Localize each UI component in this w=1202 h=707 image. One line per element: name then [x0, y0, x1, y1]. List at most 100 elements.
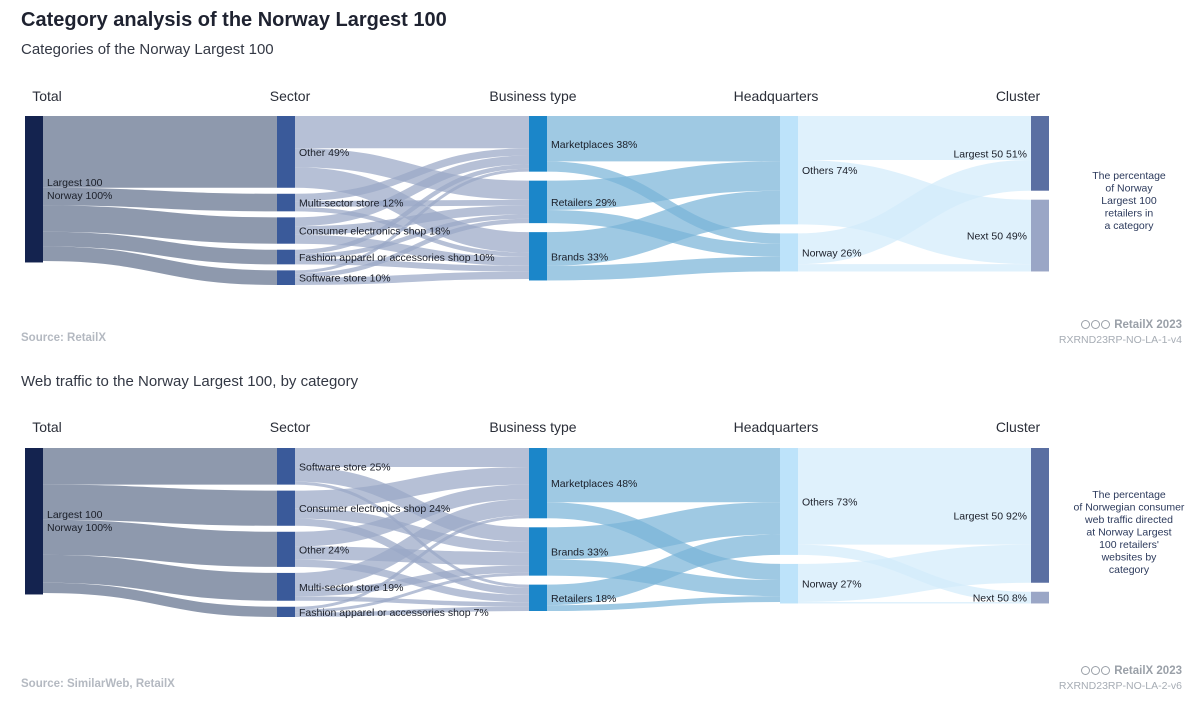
chart-1-sankey: Total Sector Business type Headquarters Clus… — [25, 88, 1166, 286]
node-label-s_other: Other 49% — [299, 147, 349, 159]
link-s_fash-b_brand — [294, 258, 530, 272]
column-header-2: Business type — [489, 88, 576, 104]
link-s_soft-b_brand — [294, 271, 530, 285]
node-label2-total: Norway 100% — [47, 522, 112, 534]
node-label-total: Largest 100 — [47, 509, 103, 521]
link-s_multi-b_ret — [294, 596, 530, 607]
link-b_mkt-h_nor — [546, 161, 781, 244]
column-header-1: Sector — [270, 88, 311, 104]
node-label-s_multi: Multi-sector store 19% — [299, 582, 403, 594]
chart-note-line: of Norway — [1105, 183, 1153, 195]
by-icon — [1091, 320, 1101, 329]
column-header-3: Headquarters — [734, 88, 819, 104]
node-b_ret — [529, 180, 547, 224]
node-label-s_multi: Multi-sector store 12% — [299, 198, 403, 210]
node-b_brand — [529, 232, 547, 281]
column-header-0: Total — [32, 419, 62, 435]
link-s_multi-b_mkt — [294, 148, 530, 202]
chart-1-code: RXRND23RP-NO-LA-1-v4 — [1058, 334, 1182, 346]
link-total-s_elec — [42, 484, 278, 526]
links — [42, 115, 1032, 286]
node-label-s_elec: Consumer electronics shop 18% — [299, 226, 450, 238]
link-b_ret-h_oth — [546, 161, 781, 210]
cc-icon — [1081, 666, 1091, 675]
node-s_soft — [277, 448, 295, 485]
node-label-b_mkt: Marketplaces 48% — [551, 478, 637, 490]
link-s_multi-b_brand — [294, 565, 530, 597]
link-s_soft-b_brand — [294, 467, 530, 542]
node-s_fash — [277, 249, 295, 265]
nd-icon — [1101, 666, 1111, 675]
link-b_brand-h_oth — [546, 502, 781, 560]
link-s_fash-b_mkt — [294, 164, 530, 255]
column-header-3: Headquarters — [734, 419, 819, 435]
link-total-s_soft — [42, 246, 278, 286]
chart-note: The percentage of Norway Largest 100 retail… — [1092, 170, 1166, 232]
node-label-b_ret: Retailers 18% — [551, 593, 616, 605]
column-header-2: Business type — [489, 419, 576, 435]
node-label-c_l50: Largest 50 51% — [953, 148, 1027, 160]
link-s_elec-b_brand — [294, 508, 530, 553]
chart-2-brand: RetailX 2023 — [1081, 665, 1182, 677]
node-h_nor — [780, 233, 798, 272]
cc-icon — [1081, 320, 1091, 329]
link-s_elec-b_mkt — [294, 155, 530, 227]
chart-2-source: Source: SimilarWeb, RetailX — [21, 678, 175, 690]
node-label-b_brand: Brands 33% — [551, 546, 608, 558]
nd-icon — [1101, 320, 1111, 329]
node-label-s_soft: Software store 25% — [299, 461, 391, 473]
link-s_other-b_brand — [294, 546, 530, 566]
node-c_n50 — [1031, 591, 1049, 604]
link-b_ret-h_oth — [546, 534, 781, 606]
node-label-b_brand: Brands 33% — [551, 251, 608, 263]
links — [42, 447, 1032, 618]
node-h_nor — [780, 563, 798, 604]
link-total-s_fash — [42, 582, 278, 618]
node-label-b_ret: Retailers 29% — [551, 197, 616, 209]
node-s_elec — [277, 490, 295, 526]
link-s_fash-b_brand — [294, 572, 530, 613]
by-icon — [1091, 666, 1101, 675]
chart-note-line: at Norway Largest — [1086, 527, 1171, 539]
chart-note-line: The percentage — [1092, 489, 1166, 501]
chart-note: The percentage of Norwegian consumer web t… — [1074, 489, 1185, 576]
chart-note-line: 100 retailers' — [1099, 539, 1159, 551]
node-s_soft — [277, 270, 295, 285]
node-c_n50 — [1031, 199, 1049, 272]
link-s_fash-b_mkt — [294, 515, 530, 610]
node-h_oth — [780, 116, 798, 225]
node-s_fash — [277, 606, 295, 617]
node-label-h_oth: Others 74% — [802, 165, 857, 177]
link-h_nor-c_l50 — [797, 159, 1032, 265]
chart-note-line: The percentage — [1092, 170, 1166, 182]
link-s_other-b_mkt — [294, 484, 530, 547]
link-s_soft-b_ret — [294, 218, 530, 278]
column-header-1: Sector — [270, 419, 311, 435]
brand-text: RetailX 2023 — [1114, 319, 1182, 331]
chart-note-line: Largest 100 — [1101, 195, 1157, 207]
link-total-s_elec — [42, 205, 278, 244]
node-label-h_oth: Others 73% — [802, 496, 857, 508]
node-label-h_nor: Norway 27% — [802, 579, 862, 591]
node-label-c_n50: Next 50 49% — [967, 231, 1027, 243]
node-label-total: Largest 100 — [47, 177, 103, 189]
link-s_soft-b_mkt — [294, 168, 530, 274]
node-s_other — [277, 531, 295, 567]
link-total-s_multi — [42, 554, 278, 601]
chart-2-code: RXRND23RP-NO-LA-2-v6 — [1058, 680, 1182, 692]
node-s_multi — [277, 572, 295, 601]
node-h_oth — [780, 448, 798, 555]
node-b_brand — [529, 527, 547, 576]
node-s_elec — [277, 217, 295, 244]
chart-2-title: Web traffic to the Norway Largest 100, b… — [21, 373, 359, 390]
chart-note-line: a category — [1104, 220, 1154, 232]
chart-note-line: web traffic directed — [1084, 514, 1173, 526]
node-label2-total: Norway 100% — [47, 190, 112, 202]
node-label-s_other: Other 24% — [299, 544, 349, 556]
chart-1-source: Source: RetailX — [21, 332, 106, 344]
link-b_ret-h_nor — [546, 596, 781, 612]
node-b_mkt — [529, 116, 547, 172]
